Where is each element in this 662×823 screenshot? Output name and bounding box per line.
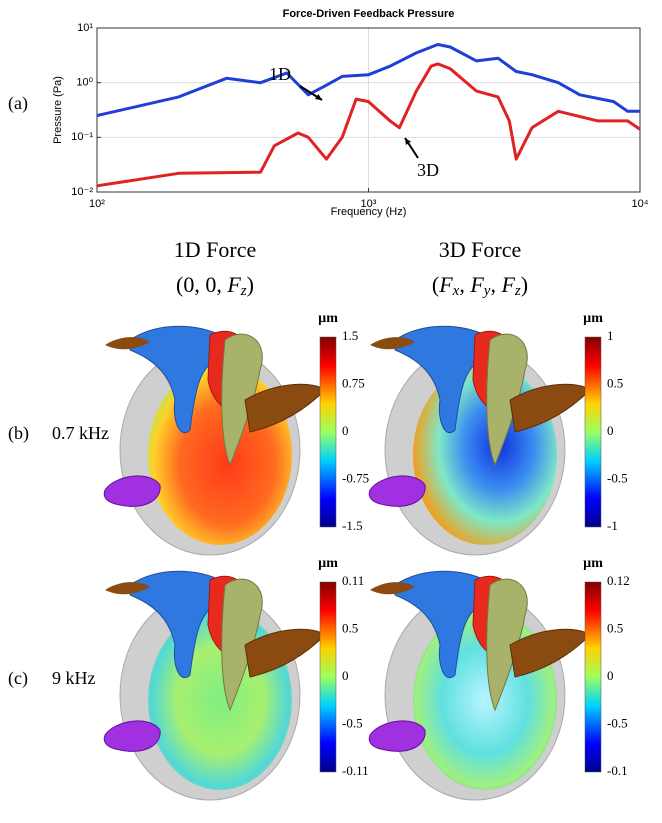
- colorbar: [584, 581, 602, 773]
- muscle: [368, 475, 426, 507]
- x-tick-label: 10⁴: [632, 198, 649, 210]
- colorbar: [319, 581, 337, 773]
- colorbar-tick-label: -0.1: [607, 763, 628, 778]
- row-label: (c): [8, 668, 28, 689]
- colorbar-tick-label: -0.11: [342, 763, 369, 778]
- middle-ear-render: [103, 570, 326, 801]
- colorbar-unit: µm: [583, 311, 603, 326]
- x-tick-label: 10²: [89, 198, 105, 210]
- tendon-left: [370, 582, 415, 595]
- series-annotation: 3D: [417, 160, 439, 180]
- formula-text: ,: [490, 272, 501, 297]
- colorbar-tick-label: 1.5: [342, 328, 358, 343]
- middle-ear-render: [368, 570, 591, 801]
- formula-variable: F: [469, 272, 484, 297]
- colorbar-tick-label: 0: [342, 668, 349, 683]
- y-tick-label: 10⁻¹: [71, 131, 93, 143]
- colorbar-unit: µm: [583, 556, 603, 571]
- column-formula: (Fx​, Fy​, Fz​): [432, 272, 528, 299]
- tendon-left: [370, 337, 415, 350]
- y-tick-label: 10¹: [77, 22, 93, 34]
- stapes-head: [486, 578, 528, 712]
- series-annotation: 1D: [269, 64, 291, 84]
- colorbar-unit: µm: [318, 311, 338, 326]
- middle-ear-render: [103, 325, 326, 556]
- arrow-head: [405, 138, 411, 145]
- row-frequency: 0.7 kHz: [52, 423, 109, 443]
- colorbar: [584, 336, 602, 528]
- column-title: 1D Force: [174, 237, 256, 262]
- formula-subscript: y: [482, 283, 491, 299]
- muscle: [368, 720, 426, 752]
- x-axis-label: Frequency (Hz): [331, 206, 407, 218]
- formula-text: ): [247, 272, 254, 297]
- series-line: [96, 62, 641, 188]
- colorbar-tick-label: 0: [607, 423, 614, 438]
- column-formula: (0, 0, Fz​): [176, 272, 254, 299]
- malleus: [394, 325, 486, 433]
- formula-variable: F: [226, 272, 241, 297]
- colorbar-tick-label: 0.11: [342, 573, 364, 588]
- malleus: [129, 570, 221, 678]
- colorbar-tick-label: 0.5: [342, 620, 358, 635]
- colorbar-tick-label: -1: [607, 518, 618, 533]
- muscle: [103, 720, 161, 752]
- row-frequency: 9 kHz: [52, 668, 96, 688]
- x-tick-label: 10³: [361, 198, 377, 210]
- panel-label: (a): [8, 93, 28, 114]
- tendon-left: [105, 337, 150, 350]
- tendon-left: [105, 582, 150, 595]
- colorbar-tick-label: -0.5: [607, 470, 628, 485]
- colorbar-tick-label: 0: [342, 423, 349, 438]
- chart-title: Force-Driven Feedback Pressure: [283, 8, 455, 20]
- y-tick-label: 10⁻²: [71, 186, 93, 198]
- muscle: [103, 475, 161, 507]
- formula-subscript: z: [240, 283, 247, 299]
- colorbar-tick-label: -0.5: [607, 715, 628, 730]
- formula-text: (: [432, 272, 439, 297]
- colorbar-tick-label: 0.5: [607, 620, 623, 635]
- colorbar-tick-label: -0.75: [342, 470, 369, 485]
- colorbar-tick-label: 0.12: [607, 573, 630, 588]
- malleus: [394, 570, 486, 678]
- formula-variable: F: [500, 272, 515, 297]
- y-axis-label: Pressure (Pa): [52, 76, 64, 144]
- row-label: (b): [8, 423, 29, 444]
- formula-text: ): [521, 272, 528, 297]
- colorbar: [319, 336, 337, 528]
- formula-text: ,: [459, 272, 470, 297]
- colorbar-tick-label: -1.5: [342, 518, 363, 533]
- colorbar-tick-label: 0.75: [342, 375, 365, 390]
- formula-subscript: z: [514, 283, 521, 299]
- colorbar-tick-label: 1: [607, 328, 614, 343]
- stapes-head: [486, 333, 528, 467]
- arrow-head: [315, 94, 322, 100]
- colorbar-unit: µm: [318, 556, 338, 571]
- formula-text: (0, 0,: [176, 272, 227, 297]
- middle-ear-render: [368, 325, 591, 556]
- colorbar-tick-label: 0.5: [607, 375, 623, 390]
- y-tick-label: 10⁰: [76, 77, 93, 89]
- formula-variable: F: [438, 272, 453, 297]
- colorbar-tick-label: -0.5: [342, 715, 363, 730]
- stapes-head: [221, 578, 263, 712]
- formula-subscript: x: [452, 283, 460, 299]
- stapes-head: [221, 333, 263, 467]
- series-line: [96, 43, 640, 118]
- malleus: [129, 325, 221, 433]
- column-title: 3D Force: [439, 237, 521, 262]
- colorbar-tick-label: 0: [607, 668, 614, 683]
